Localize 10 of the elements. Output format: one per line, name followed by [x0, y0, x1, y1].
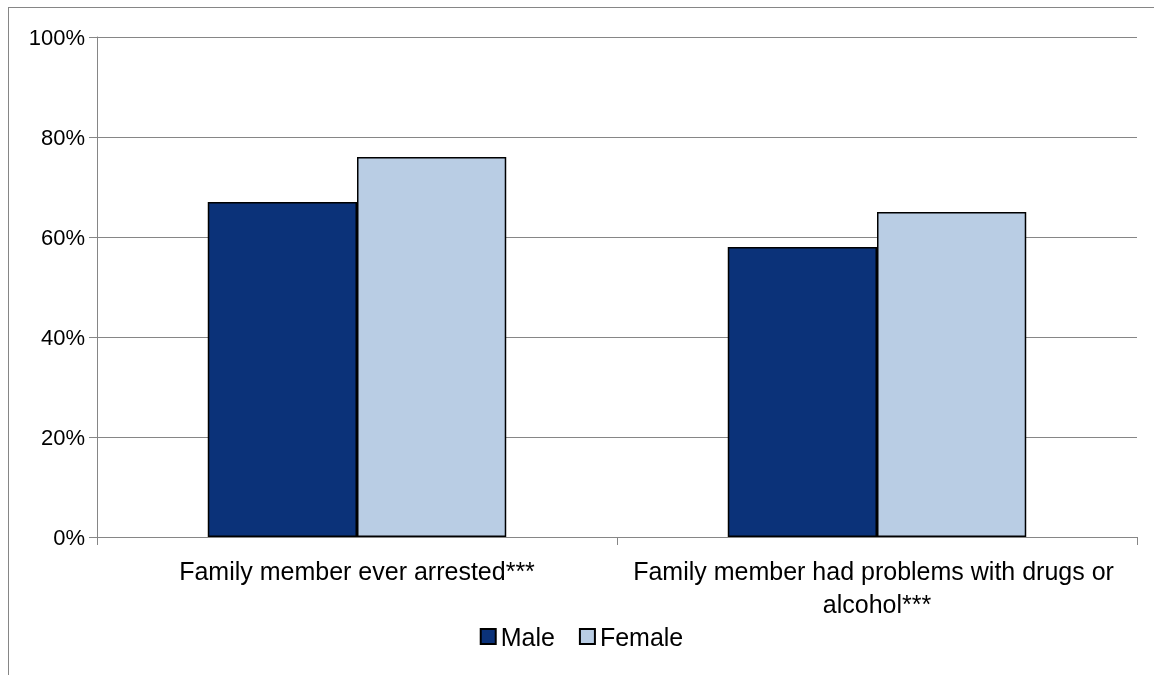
y-tick-label: 40% [40, 324, 85, 350]
legend-label: Female [599, 622, 684, 651]
y-tick-label: 100% [28, 24, 85, 50]
x-tick-label: Family member ever arrested*** [179, 556, 536, 585]
y-tick-label: 20% [40, 424, 85, 450]
y-tick-label: 60% [40, 224, 85, 250]
y-tick-label: 80% [40, 124, 85, 150]
y-tick-label: 0% [53, 524, 85, 550]
x-tick-label: Family member had problems with drugs or alcohol*** [633, 556, 1121, 618]
legend-label: Male [500, 622, 555, 651]
